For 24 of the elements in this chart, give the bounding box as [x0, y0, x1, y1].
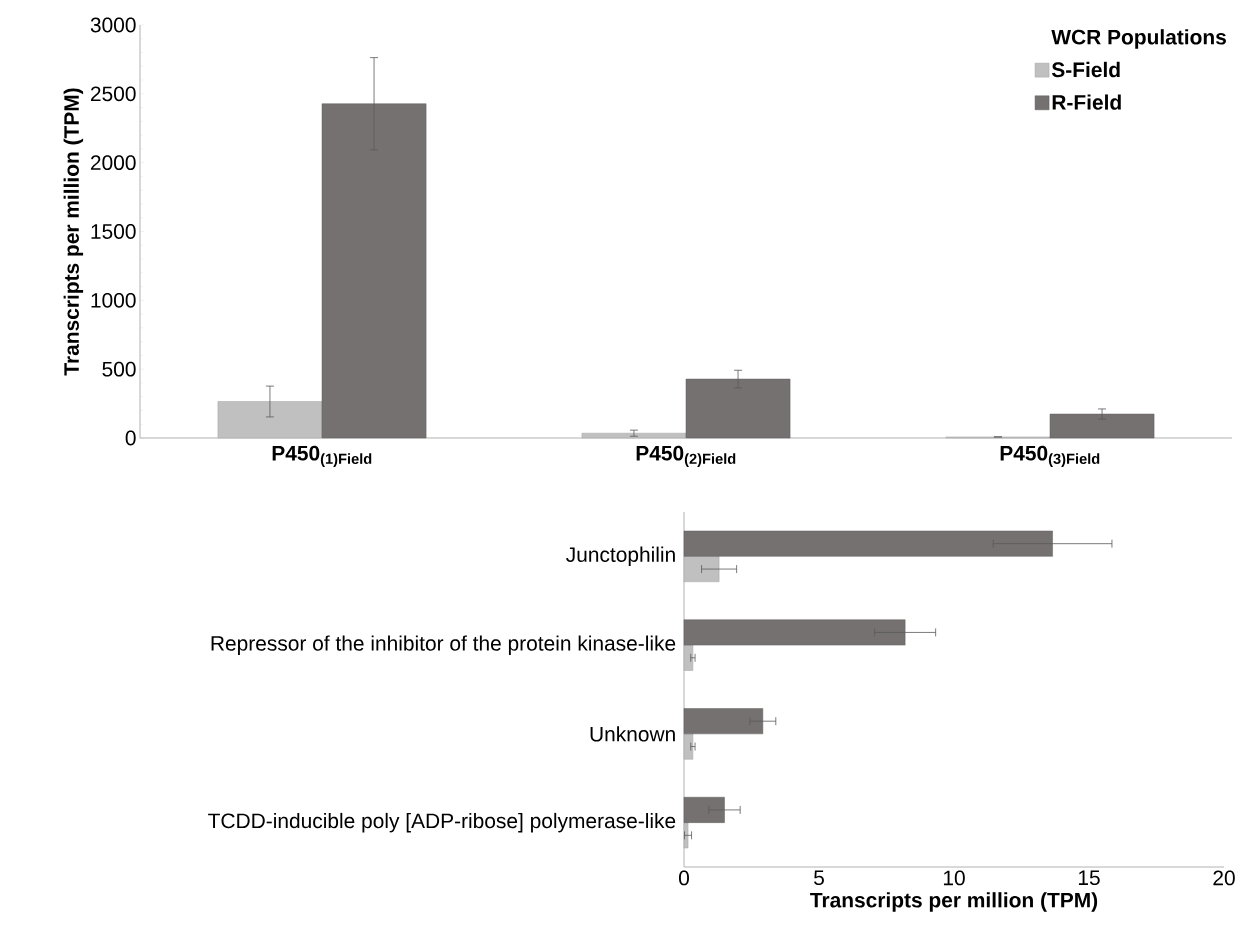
- x-tick-label: 5: [814, 870, 824, 886]
- x-axis-title: Transcripts per million (TPM): [810, 892, 1098, 912]
- y-tick-label: Junctophilin: [566, 546, 675, 567]
- y-tick-label: TCDD-inducible poly [ADP-ribose] polymerase-like: [208, 812, 676, 833]
- y-tick-label: 3000: [90, 17, 136, 33]
- y-tick-label: 500: [102, 361, 136, 377]
- y-tick-label: Repressor of the inhibitor of the protein kinase-like: [211, 635, 676, 655]
- x-tick-label: P450$_{(1)Field}$: [272, 445, 372, 467]
- legend-label: R-Field: [1052, 94, 1121, 110]
- x-tick-label: 0: [679, 870, 689, 886]
- legend-title: WCR Populations: [1051, 29, 1226, 49]
- y-tick-label: 1000: [91, 292, 136, 308]
- y-tick-label: 1500: [91, 224, 136, 239]
- x-tick-label: 15: [1078, 870, 1100, 886]
- x-tick-label: P450$_{(2)Field}$: [636, 445, 736, 467]
- x-tick-label: 20: [1213, 870, 1235, 886]
- y-tick-label: 2500: [90, 86, 136, 102]
- y-tick-label: Unknown: [590, 726, 675, 742]
- x-tick-label: 10: [943, 870, 965, 886]
- x-tick-label: P450$_{(3)Field}$: [1000, 445, 1100, 467]
- legend-label: S-Field: [1051, 61, 1120, 78]
- y-tick-label: 0: [125, 430, 136, 446]
- y-axis-title: Transcripts per million (TPM): [63, 88, 84, 376]
- y-tick-label: 2000: [90, 155, 136, 171]
